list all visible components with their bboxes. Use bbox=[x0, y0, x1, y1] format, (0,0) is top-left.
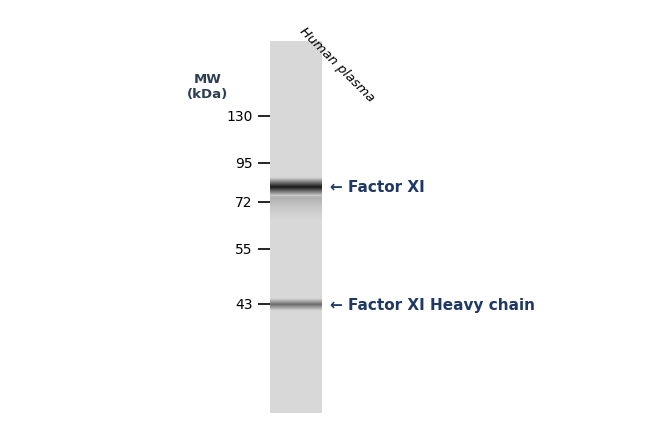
Text: MW
(kDa): MW (kDa) bbox=[187, 72, 229, 101]
Text: 72: 72 bbox=[235, 196, 253, 209]
Text: 95: 95 bbox=[235, 157, 253, 171]
Text: Human plasma: Human plasma bbox=[297, 25, 377, 105]
Text: 43: 43 bbox=[235, 298, 253, 311]
Text: ← Factor XI: ← Factor XI bbox=[330, 180, 425, 195]
Text: 130: 130 bbox=[226, 110, 253, 124]
Text: ← Factor XI Heavy chain: ← Factor XI Heavy chain bbox=[330, 297, 535, 312]
Text: 55: 55 bbox=[235, 242, 253, 256]
